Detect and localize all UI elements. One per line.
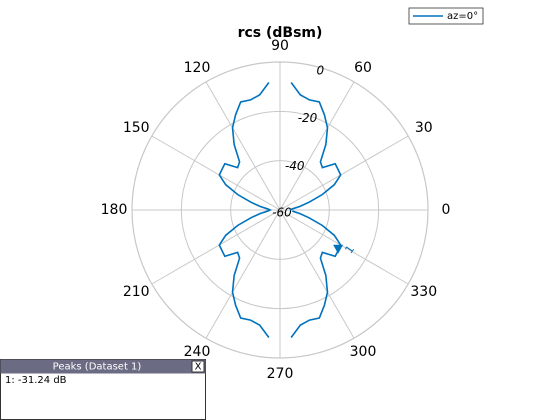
grid-spoke <box>205 209 281 339</box>
theta-tick-label: 0 <box>442 202 451 218</box>
close-button[interactable] <box>191 360 205 373</box>
theta-tick-label: 180 <box>101 202 128 218</box>
r-tick-label: -40 <box>285 159 305 173</box>
r-tick-label: 0 <box>316 64 324 78</box>
grid-spoke <box>151 209 281 285</box>
theta-tick-label: 30 <box>415 120 433 136</box>
theta-tick-label: 240 <box>184 344 211 360</box>
peak-marker <box>333 244 344 254</box>
legend-label: az=0° <box>447 11 478 22</box>
theta-tick-label: 300 <box>350 344 377 360</box>
theta-tick-label: 330 <box>410 284 437 300</box>
peak-entry: 1: -31.24 dB <box>5 375 67 386</box>
theta-tick-label: 150 <box>123 120 150 136</box>
chart-title: rcs (dBsm) <box>238 25 323 41</box>
theta-tick-label: 120 <box>184 60 211 76</box>
grid-spoke <box>205 81 281 211</box>
theta-tick-label: 60 <box>354 60 372 76</box>
series-line <box>218 81 342 339</box>
legend-box <box>408 7 484 25</box>
grid-spoke <box>279 209 355 339</box>
theta-tick-label: 210 <box>123 284 150 300</box>
panel-titlebar <box>0 359 206 374</box>
r-tick-label: -20 <box>298 111 318 125</box>
r-tick-label: -60 <box>272 206 292 220</box>
grid-spoke <box>151 135 281 211</box>
grid <box>131 61 429 359</box>
theta-tick-label: 90 <box>271 38 289 54</box>
grid-spoke <box>279 209 409 285</box>
theta-tick-label: 270 <box>267 366 294 382</box>
panel-title: Peaks (Dataset 1) <box>53 362 142 373</box>
grid-spoke <box>279 135 409 211</box>
close-label[interactable]: X <box>195 362 202 373</box>
grid-spoke <box>279 81 355 211</box>
peaks-panel: Peaks (Dataset 1) X 1: -31.24 dB <box>0 359 206 420</box>
legend: az=0° <box>408 7 484 25</box>
